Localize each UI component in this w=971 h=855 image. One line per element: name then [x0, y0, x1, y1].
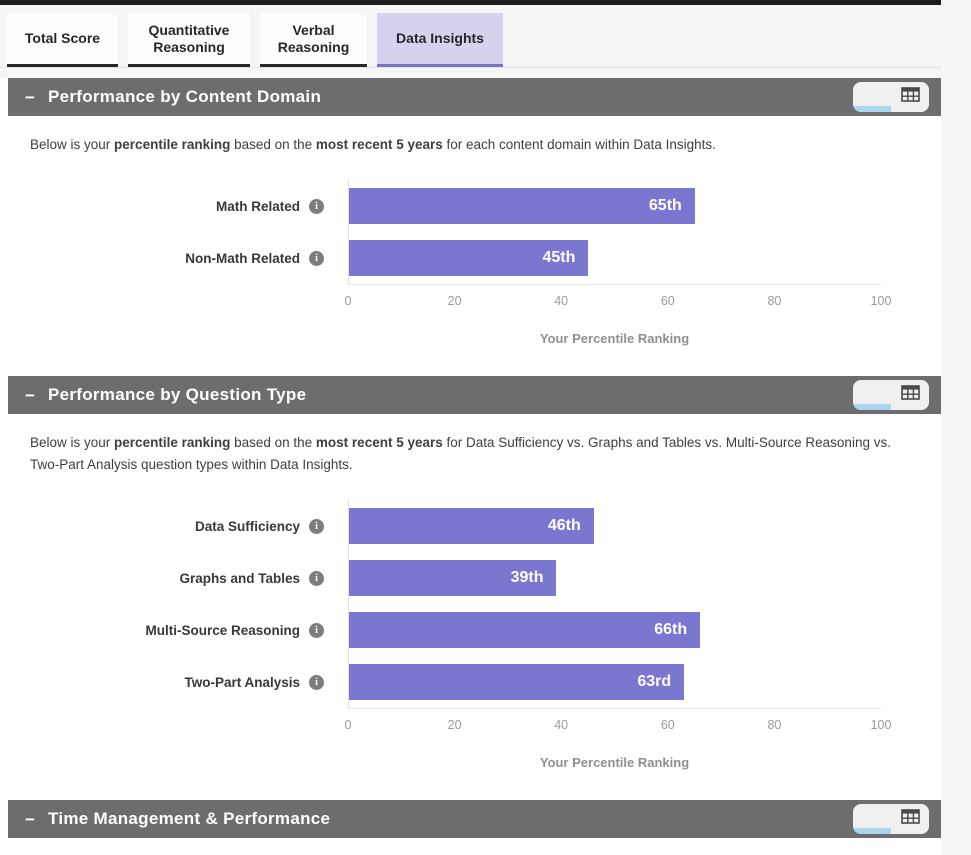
category-label: Non-Math Related [185, 250, 300, 266]
axis-tick: 60 [660, 718, 675, 732]
category-row: Non-Math Related i [30, 240, 348, 276]
category-row: Graphs and Tables i [30, 560, 348, 596]
axis-tick: 80 [767, 718, 782, 732]
category-row: Math Related i [30, 188, 348, 224]
table-grid-icon [900, 809, 920, 829]
chart-view-button[interactable] [853, 828, 891, 834]
section-body: Below is your percentile ranking based o… [0, 414, 941, 790]
top-black-strip [0, 0, 941, 5]
table-view-button[interactable] [891, 380, 929, 410]
bar-value-label: 46th [547, 517, 581, 534]
category-label: Data Sufficiency [194, 518, 300, 534]
table-grid-icon [900, 385, 920, 405]
section-header-content-domain[interactable]: − Performance by Content Domain [8, 78, 941, 116]
info-icon[interactable]: i [309, 622, 324, 638]
collapse-icon[interactable]: − [25, 87, 35, 107]
tab-bar-area: Total Score Quantitative Reasoning Verba… [0, 0, 941, 68]
section-description: Below is your percentile ranking based o… [30, 435, 891, 472]
category-row: Data Sufficiency i [30, 508, 348, 544]
main-content: − Performance by Content Domain [0, 78, 941, 855]
info-icon[interactable]: i [309, 518, 324, 534]
category-labels: Data Sufficiency i Graphs and Tables i M… [30, 500, 348, 709]
score-tabs: Total Score Quantitative Reasoning Verba… [0, 5, 941, 68]
category-label: Math Related [215, 198, 300, 214]
bar-value-label: 63rd [637, 673, 672, 690]
section-header-question-type[interactable]: − Performance by Question Type [8, 376, 941, 414]
info-icon[interactable]: i [309, 674, 324, 690]
axis-tick: 0 [344, 718, 352, 732]
axis-tick: 100 [870, 294, 892, 308]
category-row: Two-Part Analysis i [30, 664, 348, 700]
tab-label: Data Insights [396, 30, 484, 47]
table-grid-icon [900, 87, 920, 107]
tab-quantitative-reasoning[interactable]: Quantitative Reasoning [128, 13, 250, 67]
bar-value-label: 39th [510, 569, 544, 586]
page-content: Total Score Quantitative Reasoning Verba… [0, 0, 941, 855]
section-question-type: − Performance by Question Type [0, 376, 941, 790]
percentile-bar: 63rd [349, 664, 685, 700]
percentile-bar: 65th [349, 188, 695, 224]
table-view-button[interactable] [891, 82, 929, 112]
category-labels: Math Related i Non-Math Related i [30, 180, 348, 285]
section-title: Performance by Question Type [47, 385, 307, 404]
plot-area: 46th 39th 66th 63rd [348, 500, 881, 709]
bar-value-label: 45th [542, 249, 576, 266]
question-type-chart: Data Sufficiency i Graphs and Tables i M… [30, 500, 911, 770]
tab-data-insights[interactable]: Data Insights [377, 13, 503, 67]
axis-tick: 20 [447, 294, 462, 308]
view-toggle [853, 380, 929, 410]
info-icon[interactable]: i [309, 250, 324, 266]
tab-label: Total Score [24, 30, 101, 47]
bar-value-label: 66th [654, 621, 688, 638]
x-axis: 0 20 40 60 80 100 [344, 285, 892, 315]
plot-area: 65th 45th [348, 180, 881, 285]
x-axis-title: Your Percentile Ranking [539, 755, 690, 770]
section-title: Time Management & Performance [47, 809, 331, 828]
axis-tick: 40 [554, 294, 569, 308]
percentile-bar: 39th [349, 560, 557, 596]
tab-label: Quantitative Reasoning [148, 21, 230, 55]
tab-verbal-reasoning[interactable]: Verbal Reasoning [260, 13, 367, 67]
category-label: Graphs and Tables [179, 570, 300, 586]
axis-tick: 80 [767, 294, 782, 308]
axis-tick: 40 [554, 718, 569, 732]
bar-value-label: 65th [648, 197, 682, 214]
axis-tick: 0 [344, 294, 352, 308]
x-axis-title: Your Percentile Ranking [539, 331, 690, 346]
category-row: Multi-Source Reasoning i [30, 612, 348, 648]
axis-tick: 100 [870, 718, 892, 732]
section-header-time-management[interactable]: − Time Management & Performance [8, 800, 941, 838]
section-title: Performance by Content Domain [47, 87, 322, 106]
section-content-domain: − Performance by Content Domain [0, 78, 941, 366]
axis-tick: 60 [660, 294, 675, 308]
category-label: Multi-Source Reasoning [145, 622, 300, 638]
section-body: Below is your percentile ranking based o… [0, 116, 941, 366]
section-time-management: − Time Management & Performance [0, 800, 941, 838]
tab-total-score[interactable]: Total Score [7, 13, 118, 67]
content-domain-chart: Math Related i Non-Math Related i 65th [30, 180, 911, 346]
percentile-bar: 46th [349, 508, 594, 544]
category-label: Two-Part Analysis [184, 674, 300, 690]
table-view-button[interactable] [891, 804, 929, 834]
x-axis: 0 20 40 60 80 100 [344, 709, 892, 739]
collapse-icon[interactable]: − [25, 385, 35, 405]
collapse-icon[interactable]: − [25, 809, 35, 829]
chart-view-button[interactable] [853, 404, 891, 410]
view-toggle [853, 82, 929, 112]
percentile-bar: 66th [349, 612, 701, 648]
tab-label: Verbal Reasoning [277, 21, 350, 55]
section-description: Below is your percentile ranking based o… [30, 137, 716, 152]
percentile-bar: 45th [349, 240, 589, 276]
info-icon[interactable]: i [309, 570, 324, 586]
view-toggle [853, 804, 929, 834]
chart-view-button[interactable] [853, 106, 891, 112]
info-icon[interactable]: i [309, 198, 324, 214]
axis-tick: 20 [447, 718, 462, 732]
